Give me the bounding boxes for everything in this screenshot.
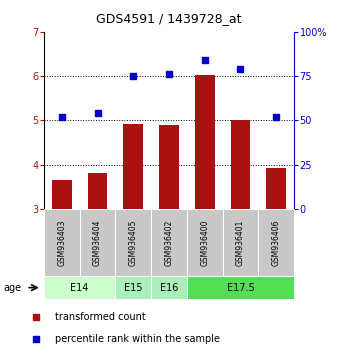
Text: GSM936405: GSM936405: [129, 219, 138, 266]
Bar: [187, 209, 223, 276]
Bar: [115, 276, 151, 299]
Bar: [123, 124, 143, 209]
Bar: [80, 209, 115, 276]
Text: GDS4591 / 1439728_at: GDS4591 / 1439728_at: [96, 12, 242, 25]
Bar: [258, 209, 294, 276]
Text: age: age: [3, 282, 22, 293]
Text: percentile rank within the sample: percentile rank within the sample: [55, 333, 220, 344]
Text: GSM936402: GSM936402: [165, 219, 173, 266]
Bar: [159, 125, 179, 209]
Point: [166, 72, 172, 77]
Point: [130, 73, 136, 79]
Text: GSM936400: GSM936400: [200, 219, 209, 266]
Text: E17.5: E17.5: [226, 282, 254, 293]
Bar: [44, 209, 80, 276]
Bar: [151, 276, 187, 299]
Text: GSM936401: GSM936401: [236, 219, 245, 266]
Bar: [151, 209, 187, 276]
Text: GSM936406: GSM936406: [272, 219, 281, 266]
Point: [273, 114, 279, 120]
Point: [34, 314, 39, 320]
Point: [59, 114, 65, 120]
Bar: [44, 276, 115, 299]
Point: [238, 66, 243, 72]
Point: [202, 57, 208, 63]
Bar: [187, 276, 294, 299]
Bar: [52, 180, 72, 209]
Bar: [195, 75, 215, 209]
Bar: [88, 173, 107, 209]
Text: E15: E15: [124, 282, 143, 293]
Text: GSM936404: GSM936404: [93, 219, 102, 266]
Bar: [115, 209, 151, 276]
Point: [34, 336, 39, 341]
Bar: [266, 168, 286, 209]
Bar: [223, 209, 258, 276]
Text: E14: E14: [71, 282, 89, 293]
Point: [95, 110, 100, 116]
Text: transformed count: transformed count: [55, 312, 146, 322]
Text: GSM936403: GSM936403: [57, 219, 66, 266]
Text: E16: E16: [160, 282, 178, 293]
Bar: [231, 120, 250, 209]
